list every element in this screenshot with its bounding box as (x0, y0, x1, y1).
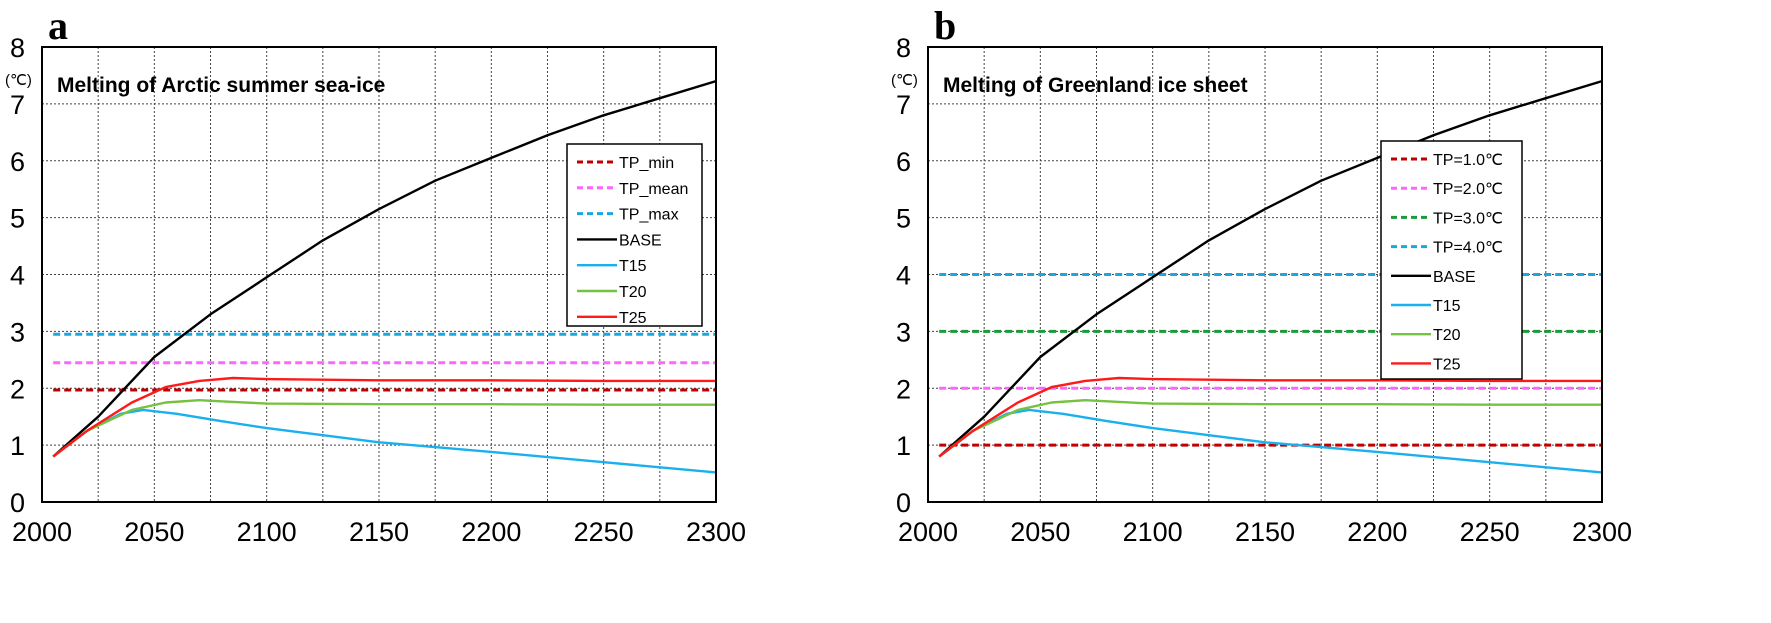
y-tick-label: 1 (10, 431, 25, 461)
y-tick-label: 7 (896, 90, 911, 120)
series-line-t20 (938, 399, 1602, 458)
y-tick-label: 2 (896, 374, 911, 404)
legend-label-tp-min: TP_min (619, 155, 674, 172)
chart-title: Melting of Greenland ice sheet (943, 74, 1248, 97)
series-line-base (938, 79, 1603, 458)
y-tick-label: 8 (896, 33, 911, 63)
legend-label-t15: T15 (1433, 298, 1461, 315)
legend-label-t25: T25 (1433, 356, 1461, 373)
panel-letter: a (48, 3, 68, 48)
y-tick-label: 6 (896, 147, 911, 177)
chart-panel-b: b 0 1 2 3 4 5 6 7 8 2000 2050 2100 2150 2200 2250 2300 (… (886, 0, 1771, 623)
plot-frame (927, 46, 1603, 503)
legend-label-t25: T25 (619, 310, 647, 327)
y-tick-label: 5 (896, 204, 911, 234)
x-tick-label: 2050 (1010, 517, 1070, 547)
legend-label-tp-max: TP_max (619, 207, 679, 224)
y-tick-label: 0 (10, 488, 25, 518)
line-chart-arctic-sea-ice: 0 1 2 3 4 5 6 7 8 2000 2050 2100 2150 2200 2250 2300 (℃)… (5, 33, 746, 547)
y-tick-label: 4 (896, 261, 911, 291)
x-tick-label: 2150 (1235, 517, 1295, 547)
y-axis-unit-label: (℃) (891, 72, 918, 89)
y-tick-label: 2 (10, 374, 25, 404)
legend-label-tp-2-0: TP=2.0℃ (1433, 181, 1503, 198)
legend-label-tp-1-0: TP=1.0℃ (1433, 152, 1503, 169)
series-line-base (52, 79, 717, 458)
panel-letter: b (934, 3, 957, 48)
x-tick-label: 2200 (1347, 517, 1407, 547)
x-tick-label: 2150 (349, 517, 409, 547)
series-line-t25 (52, 376, 716, 458)
x-tick-label: 2000 (898, 517, 958, 547)
y-tick-label: 5 (10, 204, 25, 234)
legend-label-tp-4-0: TP=4.0℃ (1433, 240, 1503, 257)
plot-frame (41, 46, 717, 503)
legend-label-base: BASE (619, 232, 662, 249)
y-tick-label: 7 (10, 90, 25, 120)
line-chart-greenland-ice-sheet: 0 1 2 3 4 5 6 7 8 2000 2050 2100 2150 2200 2250 2300 (℃)… (891, 33, 1632, 547)
chart-title: Melting of Arctic summer sea-ice (57, 74, 385, 97)
chart-panel-a: a 0 1 2 3 4 5 6 7 8 2000 2050 2100 2150 2200 2250 2300 (… (0, 0, 885, 623)
x-tick-label: 2100 (1123, 517, 1183, 547)
x-tick-label: 2200 (461, 517, 521, 547)
y-tick-label: 3 (10, 317, 25, 347)
legend-box (566, 143, 703, 327)
series-line-t25 (938, 376, 1602, 458)
x-tick-label: 2250 (1460, 517, 1520, 547)
y-tick-label: 6 (10, 147, 25, 177)
y-tick-label: 8 (10, 33, 25, 63)
series-line-t15 (52, 408, 717, 474)
legend-label-tp-3-0: TP=3.0℃ (1433, 210, 1503, 227)
legend-label-t20: T20 (619, 284, 647, 301)
x-tick-label: 2000 (12, 517, 72, 547)
y-tick-label: 0 (896, 488, 911, 518)
y-tick-label: 3 (896, 317, 911, 347)
y-tick-label: 1 (896, 431, 911, 461)
legend-label-tp-mean: TP_mean (619, 181, 688, 198)
series-line-t15 (938, 408, 1603, 474)
legend-label-base: BASE (1433, 269, 1476, 286)
x-tick-label: 2050 (124, 517, 184, 547)
x-tick-label: 2300 (686, 517, 746, 547)
x-tick-label: 2250 (574, 517, 634, 547)
y-tick-label: 4 (10, 261, 25, 291)
legend-label-t15: T15 (619, 258, 647, 275)
legend-box (1380, 140, 1523, 380)
legend-label-t20: T20 (1433, 327, 1461, 344)
y-axis-unit-label: (℃) (5, 72, 32, 89)
x-tick-label: 2100 (237, 517, 297, 547)
x-tick-label: 2300 (1572, 517, 1632, 547)
series-line-t20 (52, 399, 716, 458)
